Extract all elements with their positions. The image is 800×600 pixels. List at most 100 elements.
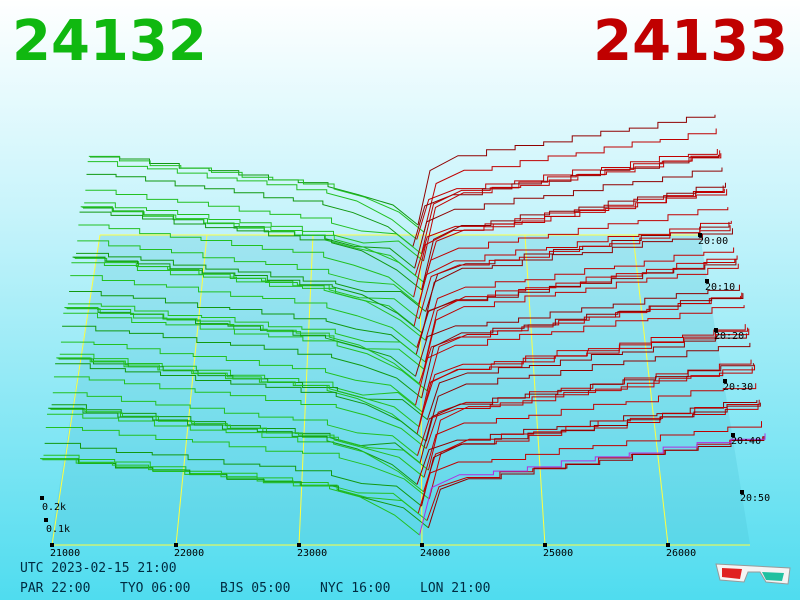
depth-label: 0.2k: [42, 502, 66, 513]
ask-depth-line: [414, 167, 723, 269]
depth-lines: [40, 114, 766, 536]
ask-depth-line: [426, 292, 743, 391]
ask-depth-line: [423, 383, 757, 478]
bid-depth-line: [87, 161, 418, 240]
ask-depth-line: [418, 207, 729, 305]
depth-label: 0.1k: [46, 524, 70, 535]
price-label: 25000: [543, 548, 573, 559]
tick-dot: [723, 379, 727, 383]
ask-depth-line: [424, 255, 738, 363]
bid-depth-line: [55, 363, 427, 442]
time-label: 20:30: [723, 382, 753, 393]
bid-depth-line: [56, 357, 418, 435]
3d-glasses-icon: [715, 563, 791, 585]
bid-depth-line: [59, 353, 424, 413]
price-label: 24000: [420, 548, 450, 559]
bid-depth-line: [60, 341, 416, 406]
bid-depth-line: [70, 275, 418, 348]
ask-depth-line: [423, 188, 725, 283]
grid-line: [524, 234, 546, 546]
ask-depth-line: [423, 153, 722, 262]
bid-depth-line: [71, 262, 426, 341]
time-label: 20:40: [731, 436, 761, 447]
bid-depth-line: [78, 224, 414, 298]
ask-depth-line: [415, 305, 745, 406]
ask-depth-line: [413, 220, 732, 327]
ask-depth-line: [427, 435, 765, 528]
bid-depth-line: [63, 312, 428, 392]
time-label: 20:20: [714, 331, 744, 342]
floor: [50, 235, 750, 545]
tick-dot: [666, 543, 670, 547]
tick-dot: [714, 328, 718, 332]
bid-depth-line: [77, 240, 419, 305]
bid-depth-line: [76, 252, 426, 312]
tick-dot: [44, 518, 48, 522]
ask-depth-line: [426, 333, 747, 420]
bid-depth-line: [46, 413, 424, 493]
ask-depth-line: [416, 149, 718, 240]
ask-depth-line: [426, 436, 764, 521]
bid-depth-line: [74, 257, 420, 320]
tick-dot: [731, 433, 735, 437]
ask-depth-line: [414, 284, 740, 377]
bid-depth-line: [86, 173, 414, 248]
price-label: 23000: [297, 548, 327, 559]
ask-depth-line: [421, 293, 744, 399]
ask-depth-line: [425, 247, 735, 341]
bid-depth-line: [64, 306, 420, 384]
tick-dot: [174, 543, 178, 547]
bid-depth-line: [52, 392, 418, 457]
axis-labels: 21000 22000 23000 24000 25000 26000 20:00 20:10…: [40, 233, 770, 559]
city-times: PAR 22:00 TYO 06:00 BJS 05:00 NYC 16:00 LON …: [20, 581, 490, 596]
bid-depth-line: [72, 256, 423, 334]
ask-depth-line: [428, 399, 760, 500]
ask-depth-line: [416, 258, 736, 348]
bid-depth-line: [43, 454, 419, 514]
bid-depth-line: [48, 407, 418, 485]
grid-line: [298, 234, 314, 546]
ask-depth-line: [416, 328, 750, 435]
tick-dot: [420, 543, 424, 547]
tick-dot: [40, 496, 44, 500]
bid-depth-line: [53, 376, 427, 449]
bid-depth-line: [84, 202, 424, 262]
tick-dot: [297, 543, 301, 547]
tick-dot: [543, 543, 547, 547]
time-label: 20:00: [698, 236, 728, 247]
bid-depth-line: [50, 408, 429, 471]
time-label: 20:10: [705, 282, 735, 293]
bid-depth-line: [69, 290, 417, 356]
tick-dot: [705, 279, 709, 283]
bid-price: 24132: [12, 9, 207, 74]
ask-depth-line: [427, 364, 756, 471]
tick-dot: [50, 543, 54, 547]
price-label: 21000: [50, 548, 80, 559]
ask-depth-line: [417, 114, 716, 226]
bid-depth-line: [57, 357, 420, 428]
ask-depth-line: [423, 128, 717, 233]
time-label: 20:50: [740, 493, 770, 504]
bid-depth-line: [85, 189, 422, 255]
bid-depth-line: [44, 442, 422, 507]
city-time: BJS 05:00: [220, 581, 290, 596]
bid-depth-line: [40, 458, 420, 536]
ask-depth-line: [417, 421, 763, 514]
grid: [50, 234, 750, 546]
city-time: NYC 16:00: [320, 581, 390, 596]
tick-dot: [698, 233, 702, 237]
city-time: PAR 22:00: [20, 581, 90, 596]
ask-depth-line: [416, 400, 758, 485]
grid-line: [632, 234, 669, 546]
grid-line: [175, 234, 208, 546]
tick-dot: [740, 490, 744, 494]
city-time: LON 21:00: [420, 581, 490, 596]
bid-depth-line: [45, 426, 430, 500]
grid-line: [51, 234, 101, 546]
ask-depth-line: [421, 402, 761, 507]
bid-depth-line: [73, 257, 415, 327]
bid-depth-line: [79, 211, 422, 291]
price-label: 22000: [174, 548, 204, 559]
utc-time: UTC 2023-02-15 21:00: [20, 561, 177, 576]
price-label: 26000: [666, 548, 696, 559]
